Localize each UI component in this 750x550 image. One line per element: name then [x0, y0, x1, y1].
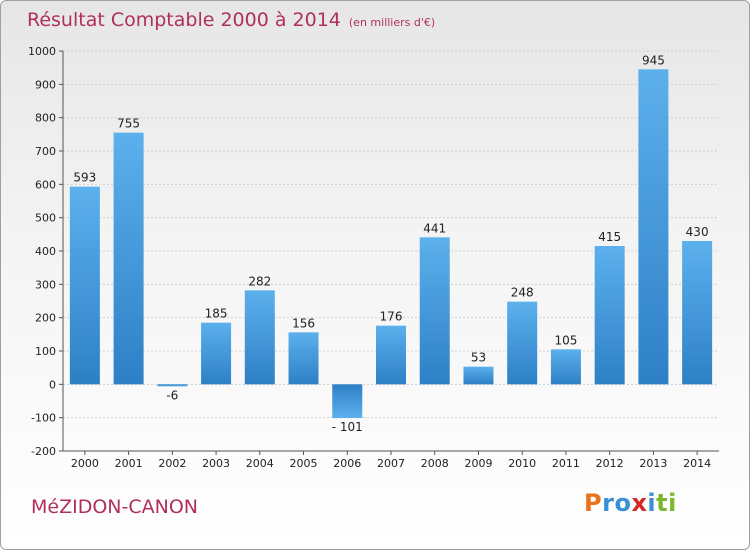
x-tick-label: 2003 [202, 457, 230, 470]
y-tick-label: -100 [31, 412, 56, 425]
x-tick-label: 2008 [421, 457, 449, 470]
x-tick-label: 2013 [639, 457, 667, 470]
bar-value-label: 185 [205, 307, 228, 321]
logo-letter: t [656, 489, 669, 517]
y-tick-label: 0 [49, 378, 56, 391]
bar-value-label: - 101 [332, 420, 363, 434]
bar [244, 290, 275, 385]
bar [682, 241, 713, 385]
logo-letter: P [584, 489, 603, 517]
chart-title-text: Résultat Comptable 2000 à 2014 [27, 9, 341, 31]
bar-value-label: 593 [73, 171, 96, 185]
bar [463, 366, 494, 385]
y-tick-label: 1000 [28, 45, 56, 58]
bar [638, 69, 669, 385]
chart-title: Résultat Comptable 2000 à 2014 (en millie… [27, 9, 435, 31]
y-tick-label: 700 [35, 145, 56, 158]
x-tick-label: 2002 [158, 457, 186, 470]
bar-value-label: 415 [598, 230, 621, 244]
bar [594, 246, 625, 385]
bar-value-label: 430 [686, 225, 709, 239]
bar [113, 132, 144, 385]
bar-value-label: 755 [117, 117, 140, 131]
y-tick-label: 300 [35, 278, 56, 291]
bar [332, 384, 363, 418]
x-tick-label: 2009 [464, 457, 492, 470]
y-tick-label: 100 [35, 345, 56, 358]
x-tick-label: 2005 [290, 457, 318, 470]
x-tick-label: 2012 [596, 457, 624, 470]
bar-value-label: 176 [380, 310, 403, 324]
y-tick-label: -200 [31, 445, 56, 458]
y-tick-label: 400 [35, 245, 56, 258]
logo-letter: o [614, 489, 632, 517]
chart-unit: (en milliers d'€) [348, 16, 436, 29]
bar [550, 349, 581, 385]
bar-value-label: 248 [511, 286, 534, 300]
y-tick-label: 800 [35, 112, 56, 125]
logo-letter: i [647, 489, 657, 517]
bar [376, 325, 406, 385]
x-tick-label: 2007 [377, 457, 405, 470]
y-tick-label: 600 [35, 178, 56, 191]
bar-value-label: -6 [166, 388, 178, 402]
x-tick-label: 2010 [508, 457, 536, 470]
x-tick-label: 2000 [71, 457, 99, 470]
bar-value-label: 441 [423, 221, 446, 235]
logo-letter: i [668, 489, 677, 517]
bar [69, 186, 100, 385]
bar-value-label: 53 [471, 351, 486, 365]
x-tick-label: 2011 [552, 457, 580, 470]
y-tick-label: 500 [35, 212, 56, 225]
bar [419, 237, 450, 385]
commune-name: MéZIDON-CANON [31, 496, 199, 518]
y-tick-label: 200 [35, 312, 56, 325]
bar-value-label: 105 [554, 333, 577, 347]
bar [157, 384, 188, 387]
bar-value-label: 282 [248, 274, 271, 288]
y-tick-label: 900 [35, 78, 56, 91]
x-tick-label: 2004 [246, 457, 274, 470]
x-tick-label: 2001 [115, 457, 143, 470]
x-tick-label: 2006 [333, 457, 361, 470]
bar [507, 301, 538, 385]
logo-letter: r [602, 489, 615, 517]
proxiti-logo: Proxiti [584, 489, 677, 517]
bar [288, 332, 319, 385]
bar [201, 322, 232, 385]
bar-value-label: 156 [292, 316, 315, 330]
x-tick-label: 2014 [683, 457, 711, 470]
bar-value-label: 945 [642, 53, 665, 67]
logo-letter: x [631, 489, 648, 517]
